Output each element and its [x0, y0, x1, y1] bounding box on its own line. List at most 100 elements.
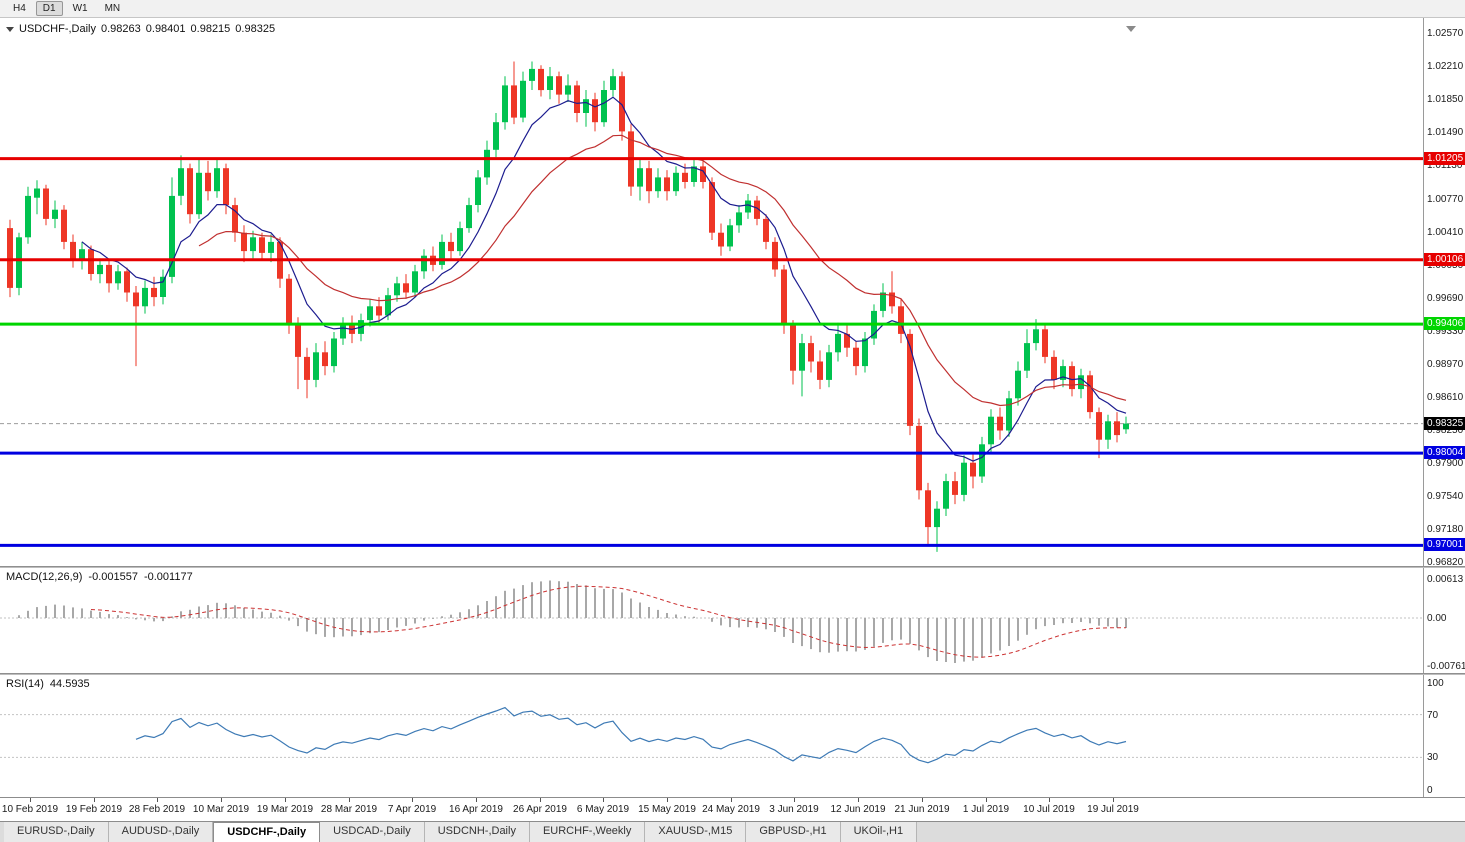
date-tick — [1049, 798, 1050, 802]
chart-shift-marker[interactable] — [1126, 26, 1136, 32]
price-axis-label: 0.96820 — [1427, 557, 1464, 569]
date-tick — [667, 798, 668, 802]
date-tick — [922, 798, 923, 802]
chart-title: USDCHF-,Daily 0.98263 0.98401 0.98215 0.9832… — [6, 23, 280, 35]
tf-button-mn[interactable]: MN — [104, 3, 121, 14]
chart-tab-audusd[interactable]: AUDUSD-,Daily — [108, 822, 214, 842]
date-label: 10 Mar 2019 — [192, 804, 250, 815]
date-tick — [349, 798, 350, 802]
price-axis-label: 1.01850 — [1427, 94, 1464, 106]
date-tick — [858, 798, 859, 802]
price-axis-label: 1.01130 — [1427, 160, 1463, 172]
date-tick — [94, 798, 95, 802]
date-tick — [285, 798, 286, 802]
chart-tab-eurchf[interactable]: EURCHF-,Weekly — [529, 822, 646, 842]
current-price-box: 0.98325 — [1424, 416, 1465, 430]
macd-axis: 0.00613 0.00 -0.00761 — [1424, 568, 1465, 673]
ohlc-low: 0.98215 — [190, 23, 231, 35]
date-label: 19 Mar 2019 — [256, 804, 314, 815]
date-label: 10 Jul 2019 — [1023, 804, 1075, 815]
date-tick — [221, 798, 222, 802]
rsi-value: 44.5935 — [49, 678, 90, 690]
price-axis-label: 1.01490 — [1427, 127, 1464, 139]
date-label: 6 May 2019 — [576, 804, 630, 815]
rsi-line — [135, 706, 1127, 764]
date-label: 15 May 2019 — [638, 804, 696, 815]
macd-axis-label: 0.00613 — [1427, 574, 1464, 586]
chart-tab-xauusd[interactable]: XAUUSD-,M15 — [645, 822, 747, 842]
price-axis-label: 0.97900 — [1427, 457, 1464, 469]
rsi-axis-label: 30 — [1427, 752, 1439, 764]
price-axis[interactable]: 1.02570 1.02210 1.01850 1.01490 1.01130 1.007… — [1424, 18, 1465, 569]
horizontal-levels[interactable] — [0, 157, 1423, 547]
date-tick — [603, 798, 604, 802]
price-axis-label: 1.00410 — [1427, 226, 1464, 238]
candlestick-chart[interactable] — [0, 18, 1423, 566]
chart-tab-gbpusd[interactable]: GBPUSD-,H1 — [746, 822, 841, 842]
ohlc-open: 0.98263 — [101, 23, 141, 35]
level-price-box: 0.97001 — [1424, 538, 1465, 552]
level-price-box: 0.99406 — [1424, 317, 1465, 331]
price-axis-label: 0.99690 — [1427, 292, 1464, 304]
ma-fast-line — [81, 96, 1127, 462]
level-price-box: 1.01205 — [1424, 151, 1465, 165]
price-axis-label: 1.00770 — [1427, 193, 1464, 205]
date-label: 19 Jul 2019 — [1087, 804, 1139, 815]
candles — [7, 61, 1129, 552]
level-price-box: 0.98004 — [1424, 446, 1465, 460]
price-axis-label: 0.98250 — [1427, 425, 1464, 437]
chart-tab-eurusd[interactable]: EURUSD-,Daily — [4, 822, 109, 842]
pane-splitter[interactable] — [0, 566, 1465, 568]
macd-signal-line — [90, 585, 1126, 658]
timeframe-toolbar: H4 D1 W1 MN — [0, 0, 1465, 18]
time-axis[interactable]: 10 Feb 2019 19 Feb 2019 28 Feb 2019 10 Mar … — [0, 797, 1465, 821]
date-label: 10 Feb 2019 — [1, 804, 59, 815]
rsi-pane[interactable]: RSI(14) 44.5935 — [0, 675, 1423, 797]
rsi-label: RSI(14) — [6, 678, 44, 690]
axis-border-line — [1423, 18, 1424, 797]
date-tick — [540, 798, 541, 802]
rsi-title: RSI(14) 44.5935 — [6, 678, 96, 690]
chart-tabbar: EURUSD-,Daily AUDUSD-,Daily USDCHF-,Daily U… — [0, 821, 1465, 842]
rsi-axis-label: 100 — [1427, 677, 1444, 689]
date-tick — [731, 798, 732, 802]
chart-tab-usdcnh[interactable]: USDCNH-,Daily — [424, 822, 530, 842]
ohlc-close: 0.98325 — [235, 23, 276, 35]
macd-chart[interactable] — [0, 568, 1423, 673]
tf-button-h4[interactable]: H4 — [13, 3, 26, 14]
date-tick — [476, 798, 477, 802]
macd-label: MACD(12,26,9) — [6, 571, 83, 583]
chart-tab-ukoil[interactable]: UKOil-,H1 — [840, 822, 918, 842]
price-axis-label: 1.02210 — [1427, 61, 1464, 73]
level-price-box: 1.00106 — [1424, 252, 1465, 266]
date-label: 24 May 2019 — [702, 804, 760, 815]
chart-tab-usdchf[interactable]: USDCHF-,Daily — [213, 822, 321, 842]
date-tick — [794, 798, 795, 802]
pane-splitter[interactable] — [0, 673, 1465, 675]
macd-pane[interactable]: MACD(12,26,9) -0.001557 -0.001177 — [0, 568, 1423, 673]
date-tick — [986, 798, 987, 802]
date-tick — [157, 798, 158, 802]
price-axis-label: 0.97180 — [1427, 523, 1464, 535]
ma-slow-line — [198, 134, 1127, 407]
tf-button-d1[interactable]: D1 — [35, 1, 63, 16]
chart-tab-usdcad[interactable]: USDCAD-,Daily — [320, 822, 425, 842]
rsi-axis-label: 0 — [1427, 784, 1433, 796]
date-label: 3 Jun 2019 — [769, 804, 819, 815]
date-label: 12 Jun 2019 — [830, 804, 886, 815]
tf-button-w1[interactable]: W1 — [72, 3, 88, 14]
price-axis-label: 0.97540 — [1427, 490, 1464, 502]
rsi-chart[interactable] — [0, 675, 1423, 797]
date-tick — [1113, 798, 1114, 802]
macd-axis-label: 0.00 — [1427, 613, 1447, 624]
price-axis-label: 0.99330 — [1427, 326, 1464, 338]
symbol-title: USDCHF-,Daily — [19, 23, 96, 35]
date-label: 16 Apr 2019 — [449, 804, 503, 815]
chart-window: USDCHF-,Daily 0.98263 0.98401 0.98215 0.9832… — [0, 18, 1465, 821]
macd-histogram — [18, 580, 1127, 663]
date-tick — [412, 798, 413, 802]
price-pane[interactable]: USDCHF-,Daily 0.98263 0.98401 0.98215 0.9832… — [0, 18, 1423, 566]
date-label: 28 Feb 2019 — [128, 804, 186, 815]
date-label: 1 Jul 2019 — [962, 804, 1010, 815]
rsi-axis-label: 70 — [1427, 709, 1439, 721]
